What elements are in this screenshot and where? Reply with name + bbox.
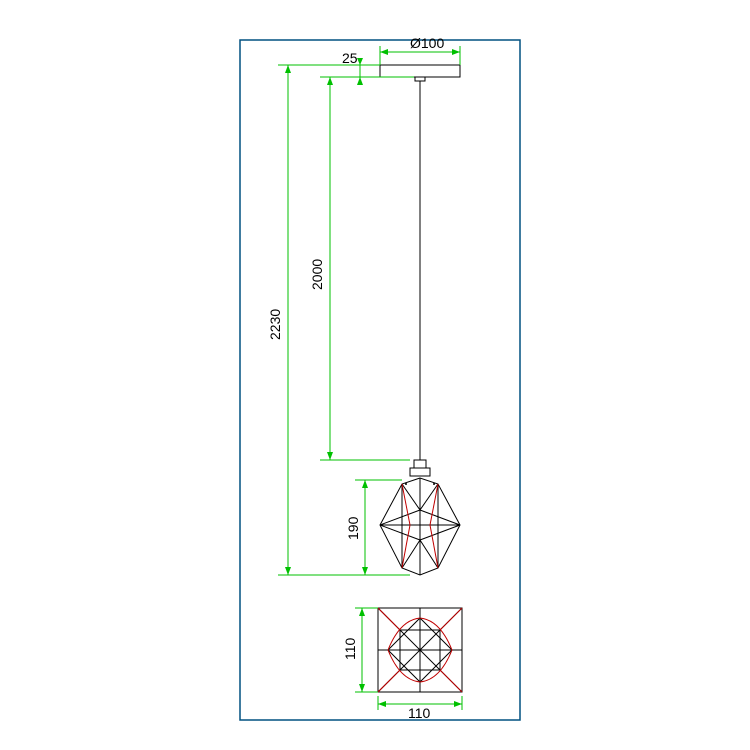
dim-label: 2230 [267, 309, 283, 340]
dim-label: 110 [342, 637, 358, 660]
dim-canopy-height: 25 [342, 50, 380, 85]
dim-label: Ø100 [410, 35, 444, 51]
drawing-frame [240, 40, 520, 720]
dim-plan-width: 110 [378, 696, 462, 721]
dim-cable-length: 2000 [309, 77, 414, 460]
dim-total-height: 2230 [267, 65, 410, 575]
lamp-fitting [410, 460, 430, 476]
dim-shade-height: 190 [345, 480, 402, 575]
shade-plan-view [378, 608, 462, 692]
dim-label: 2000 [309, 259, 325, 290]
dim-label: 110 [408, 705, 431, 721]
dim-plan-height: 110 [342, 608, 378, 692]
canopy [380, 65, 460, 81]
dim-label: 25 [342, 50, 358, 66]
drawing-container: Ø100 25 2000 2230 190 [0, 0, 750, 750]
dim-label: 190 [345, 516, 361, 540]
shade-side-view [380, 478, 460, 575]
technical-drawing: Ø100 25 2000 2230 190 [0, 0, 750, 750]
